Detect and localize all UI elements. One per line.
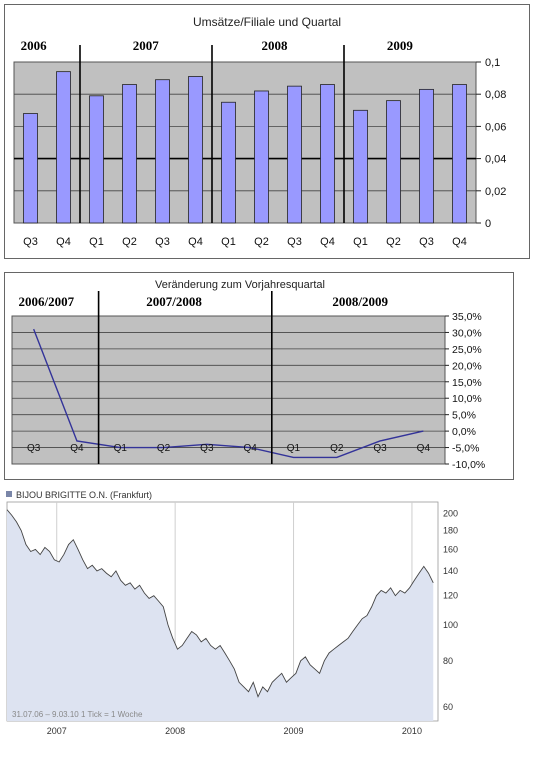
y-tick-label: 0,06 bbox=[485, 121, 506, 133]
legend-label: BIJOU BRIGITTE O.N. (Frankfurt) bbox=[16, 490, 152, 500]
bar bbox=[221, 101, 236, 224]
y-tick-label: 10,0% bbox=[452, 393, 482, 405]
period-label: 2007/2008 bbox=[146, 294, 202, 309]
x-tick-label: Q3 bbox=[23, 236, 38, 248]
y-tick-label: 0,04 bbox=[485, 154, 506, 166]
y-tick-label: 60 bbox=[443, 702, 453, 712]
year-label: 2007 bbox=[133, 38, 160, 53]
y-tick-label: 100 bbox=[443, 620, 458, 630]
plot-area bbox=[11, 315, 446, 465]
bar bbox=[155, 79, 170, 224]
chart-title: Umsätze/Filiale und Quartal bbox=[193, 15, 341, 29]
bar bbox=[122, 84, 137, 224]
chart-footnote: 31.07.06 – 9.03.10 1 Tick = 1 Woche bbox=[12, 710, 143, 719]
y-tick-label: -10,0% bbox=[452, 459, 485, 471]
y-tick-label: 15,0% bbox=[452, 377, 482, 389]
x-tick-label: Q3 bbox=[419, 236, 434, 248]
plot-area bbox=[13, 61, 477, 224]
y-tick-label: 200 bbox=[443, 509, 458, 519]
year-label: 2006 bbox=[21, 38, 47, 53]
x-tick-label: Q2 bbox=[122, 236, 137, 248]
x-tick-label: Q3 bbox=[373, 443, 387, 454]
y-tick-label: 140 bbox=[443, 566, 458, 576]
y-tick-label: 25,0% bbox=[452, 344, 482, 356]
bar bbox=[452, 84, 467, 224]
year-over-year-change-chart: Veränderung zum Vorjahresquartal 35,0% 30… bbox=[4, 272, 514, 480]
x-tick-label: Q1 bbox=[114, 443, 128, 454]
y-tick-label: 80 bbox=[443, 656, 453, 666]
x-tick-label: Q2 bbox=[254, 236, 269, 248]
x-tick-label: Q4 bbox=[452, 236, 467, 248]
bar bbox=[419, 88, 434, 224]
bar bbox=[254, 90, 269, 224]
y-tick-label: 0 bbox=[485, 218, 491, 230]
x-tick-label: Q2 bbox=[386, 236, 401, 248]
bar bbox=[56, 71, 71, 224]
x-tick-label: Q3 bbox=[287, 236, 302, 248]
x-tick-label: Q2 bbox=[330, 443, 344, 454]
x-tick-label: 2009 bbox=[284, 726, 304, 736]
legend-swatch bbox=[6, 491, 12, 497]
y-tick-label: 5,0% bbox=[452, 410, 476, 422]
y-tick-label: 30,0% bbox=[452, 327, 482, 339]
y-tick-label: 0,1 bbox=[485, 57, 500, 69]
x-tick-label: Q3 bbox=[200, 443, 214, 454]
y-tick-label: 180 bbox=[443, 526, 458, 536]
bar bbox=[287, 85, 302, 224]
x-tick-label: Q4 bbox=[188, 236, 203, 248]
x-tick-label: Q1 bbox=[221, 236, 236, 248]
chart-title: Veränderung zum Vorjahresquartal bbox=[155, 279, 325, 291]
period-label: 2006/2007 bbox=[18, 294, 74, 309]
x-tick-label: Q4 bbox=[243, 443, 257, 454]
x-tick-label: Q4 bbox=[417, 443, 431, 454]
change-line-chart-svg: Veränderung zum Vorjahresquartal 35,0% 30… bbox=[11, 279, 485, 471]
period-label: 2008/2009 bbox=[332, 294, 388, 309]
stock-area-chart-svg: BIJOU BRIGITTE O.N. (Frankfurt) 200 180 16… bbox=[6, 490, 458, 736]
y-tick-label: 20,0% bbox=[452, 360, 482, 372]
y-tick-label: 0,02 bbox=[485, 186, 506, 198]
year-label: 2009 bbox=[387, 38, 414, 53]
y-tick-label: 120 bbox=[443, 591, 458, 601]
x-tick-label: 2008 bbox=[165, 726, 185, 736]
x-tick-label: Q3 bbox=[155, 236, 170, 248]
bar bbox=[320, 84, 335, 224]
bar bbox=[386, 100, 401, 224]
year-label: 2008 bbox=[262, 38, 289, 53]
y-tick-label: 160 bbox=[443, 544, 458, 554]
x-tick-label: Q2 bbox=[157, 443, 171, 454]
bar bbox=[23, 113, 38, 224]
x-tick-label: 2010 bbox=[402, 726, 422, 736]
x-tick-label: Q1 bbox=[89, 236, 104, 248]
y-tick-label: 0,0% bbox=[452, 426, 476, 438]
x-tick-label: Q4 bbox=[56, 236, 71, 248]
x-tick-label: Q4 bbox=[320, 236, 335, 248]
price-area bbox=[7, 509, 434, 721]
sales-bar-chart-svg: Umsätze/Filiale und Quartal 0 0,02 0,04 0,0… bbox=[13, 15, 506, 248]
x-tick-label: Q1 bbox=[287, 443, 301, 454]
x-tick-label: Q3 bbox=[27, 443, 41, 454]
x-tick-label: Q4 bbox=[70, 443, 84, 454]
x-tick-label: 2007 bbox=[47, 726, 67, 736]
bar bbox=[89, 95, 104, 224]
y-tick-label: 35,0% bbox=[452, 311, 482, 323]
sales-per-branch-chart: Umsätze/Filiale und Quartal 0 0,02 0,04 0,0… bbox=[4, 4, 530, 259]
price-line bbox=[6, 509, 434, 698]
y-tick-label: 0,08 bbox=[485, 89, 506, 101]
x-tick-label: Q1 bbox=[353, 236, 368, 248]
y-tick-label: -5,0% bbox=[452, 443, 479, 455]
bar bbox=[353, 109, 368, 224]
bar bbox=[188, 76, 203, 224]
stock-price-chart: BIJOU BRIGITTE O.N. (Frankfurt) 200 180 16… bbox=[2, 488, 537, 743]
